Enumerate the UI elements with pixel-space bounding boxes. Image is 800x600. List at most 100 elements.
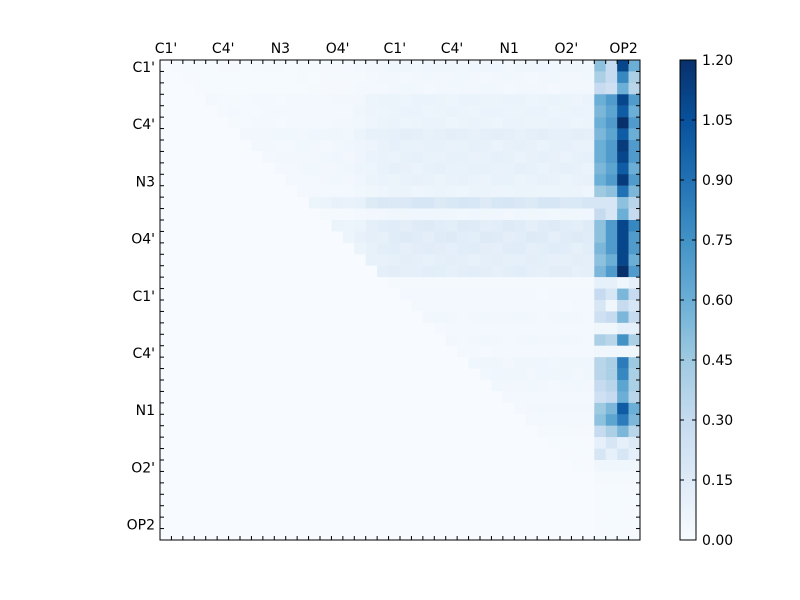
heatmap-cell [182,391,195,404]
heatmap-cell [537,380,549,392]
heatmap-cell [262,494,275,506]
heatmap-cell [605,357,618,369]
heatmap-cell [560,448,572,461]
heatmap-cell [548,494,561,506]
heatmap-cell [468,357,481,369]
heatmap-cell [434,425,446,438]
heatmap-cell [377,277,389,289]
heatmap-cell [365,174,378,186]
heatmap-cell [605,94,618,106]
heatmap-cell [194,300,206,312]
heatmap-cell [365,448,378,461]
heatmap-cell [480,71,492,84]
heatmap-cell [582,208,595,221]
heatmap-cell [468,242,481,255]
heatmap-cell [560,265,572,278]
heatmap-cell [525,345,538,358]
heatmap-cell [422,277,435,289]
heatmap-cell [617,437,629,449]
heatmap-cell [297,220,309,232]
heatmap-cell [388,82,401,95]
heatmap-cell [377,517,389,529]
heatmap-cell [365,471,378,484]
heatmap-cell [502,128,515,141]
heatmap-cell [342,94,355,106]
heatmap-cell [320,425,332,438]
heatmap-cell [240,425,252,438]
heatmap-cell [594,128,606,141]
heatmap-cell [468,71,481,84]
heatmap-cell [171,300,184,312]
heatmap-cell [605,162,618,175]
heatmap-cell [251,242,264,255]
heatmap-cell [617,231,629,244]
heatmap-cell [560,231,572,244]
heatmap-cell [205,197,218,209]
heatmap-cell [617,174,629,186]
heatmap-cell [434,482,446,495]
heatmap-cell [434,197,446,209]
heatmap-cell [571,311,584,324]
heatmap-cell [548,185,561,198]
heatmap-cell [285,151,298,164]
heatmap-cell [560,528,572,541]
heatmap-cell [217,185,229,198]
heatmap-cell [560,277,572,289]
heatmap-cell [171,448,184,461]
heatmap-cell [262,460,275,472]
heatmap-cell [502,482,515,495]
heatmap-cell [331,288,344,301]
heatmap-cell [457,460,469,472]
heatmap-cell [445,185,458,198]
heatmap-cell [468,311,481,324]
heatmap-cell [548,71,561,84]
heatmap-cell [491,265,504,278]
heatmap-cell [251,345,264,358]
heatmap-cell [457,242,469,255]
heatmap-cell [617,140,629,152]
heatmap-cell [388,162,401,175]
heatmap-cell [605,322,618,335]
heatmap-cell [560,197,572,209]
heatmap-cell [422,220,435,232]
heatmap-cell [262,380,275,392]
heatmap-cell [628,94,641,106]
heatmap-cell [205,300,218,312]
heatmap-cell [194,448,206,461]
heatmap-cell [411,288,424,301]
heatmap-cell [571,117,584,129]
heatmap-cell [422,345,435,358]
heatmap-cell [434,494,446,506]
heatmap-cell [594,71,606,84]
heatmap-cell [365,380,378,392]
heatmap-cell [560,460,572,472]
heatmap-cell [388,471,401,484]
heatmap-cell [434,517,446,529]
heatmap-cell [411,482,424,495]
heatmap-cell [594,231,606,244]
heatmap-cell [400,174,412,186]
heatmap-cell [274,402,286,415]
heatmap-cell [594,482,606,495]
heatmap-cell [457,174,469,186]
heatmap-cell [205,117,218,129]
heatmap-cell [400,82,412,95]
heatmap-cell [285,425,298,438]
heatmap-cell [571,368,584,381]
heatmap-cell [331,402,344,415]
heatmap-cell [342,482,355,495]
heatmap-cell [537,197,549,209]
heatmap-cell [217,71,229,84]
heatmap-cell [514,368,526,381]
heatmap-cell [445,140,458,152]
heatmap-cell [445,242,458,255]
heatmap-cell [194,254,206,266]
heatmap-cell [514,471,526,484]
heatmap-cell [571,105,584,118]
heatmap-cell [594,94,606,106]
heatmap-cell [422,174,435,186]
heatmap-cell [617,334,629,346]
heatmap-cell [491,482,504,495]
heatmap-cell [445,322,458,335]
heatmap-cell [285,254,298,266]
